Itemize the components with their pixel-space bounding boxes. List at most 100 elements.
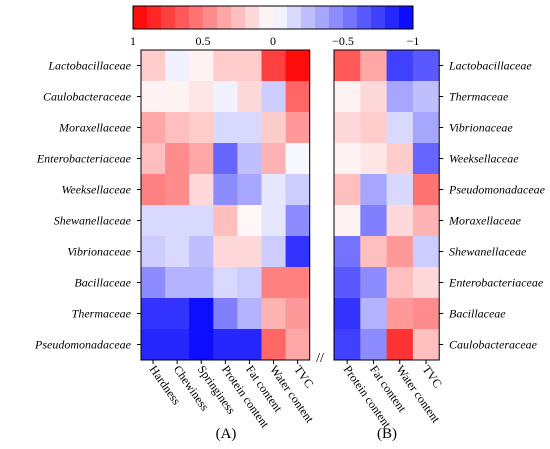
axis-break-mark: //	[316, 351, 324, 366]
heatmap-cell	[386, 174, 414, 206]
heatmap-cell	[386, 50, 414, 82]
heatmap-cell	[360, 174, 387, 206]
heatmap-cell	[285, 236, 311, 268]
heatmap-cell	[386, 112, 414, 144]
heatmap-cell	[285, 298, 311, 330]
heatmap-cell	[360, 329, 387, 361]
heatmap-cell	[141, 81, 166, 113]
heatmap-cell	[261, 112, 286, 144]
panel-frame	[333, 49, 440, 361]
heatmap-cell	[360, 267, 387, 299]
heatmap-cell	[141, 236, 166, 268]
heatmap-cell	[261, 267, 286, 299]
heatmap-cell	[165, 205, 190, 237]
row-label: Caulobacteraceae	[43, 90, 132, 104]
colorbar-segment	[245, 6, 260, 29]
heatmap-cell	[165, 236, 190, 268]
colorbar-segment	[371, 6, 386, 29]
heatmap-cell	[386, 267, 414, 299]
colorbar: 1 0.5 0 −0.5 −1	[130, 5, 420, 48]
heatmap-cell	[213, 236, 238, 268]
row-label: Moraxellaceae	[448, 214, 522, 228]
heatmap-cell	[334, 50, 361, 82]
heatmap-cell	[360, 205, 387, 237]
colorbar-segment	[273, 6, 288, 29]
heatmap-cell	[386, 81, 414, 113]
heatmap-cell	[412, 267, 440, 299]
heatmap-panel-b: Lactobacillaceae Thermaceae Vibrionaceae We…	[333, 49, 546, 431]
heatmap-panel-a: Lactobacillaceae Caulobacteraceae Moraxell…	[34, 49, 317, 431]
row-label: Weeksellaceae	[61, 183, 131, 197]
heatmap-cell	[189, 81, 214, 113]
heatmap-cell	[334, 205, 361, 237]
heatmap-cell	[285, 81, 311, 113]
heatmap-cell	[261, 143, 286, 175]
heatmap-cell	[141, 112, 166, 144]
colorbar-segment	[315, 6, 330, 29]
colorbar-segment	[189, 6, 204, 29]
heatmap-cell	[237, 298, 262, 330]
row-label: Caulobacteraceae	[449, 338, 538, 352]
heatmap-cell	[334, 81, 361, 113]
row-label: Enterobacteriaceae	[448, 276, 544, 290]
colorbar-segment	[203, 6, 218, 29]
row-label: Bacillaceae	[449, 307, 506, 321]
heatmap-cell	[412, 81, 440, 113]
heatmap-cell	[285, 205, 311, 237]
heatmap-cell	[165, 50, 190, 82]
heatmap-cell	[189, 50, 214, 82]
heatmap-cell	[412, 143, 440, 175]
heatmap-cell	[261, 174, 286, 206]
colorbar-segment	[287, 6, 302, 29]
heatmap-cell	[141, 50, 166, 82]
heatmap-cell	[386, 236, 414, 268]
heatmap-cell	[165, 267, 190, 299]
colorbar-segment	[301, 6, 316, 29]
panel-label: (B)	[377, 426, 397, 442]
colorbar-segment	[385, 6, 400, 29]
row-label: Weeksellaceae	[449, 152, 519, 166]
heatmap-cell	[237, 81, 262, 113]
heatmap-cell	[237, 112, 262, 144]
row-label: Lactobacillaceae	[47, 59, 131, 73]
heatmap-cell	[285, 50, 311, 82]
heatmap-cell	[189, 329, 214, 361]
panel-label: (A)	[216, 426, 237, 442]
heatmap-cell	[334, 267, 361, 299]
heatmap-cell	[165, 298, 190, 330]
colorbar-segment	[217, 6, 232, 29]
heatmap-cell	[141, 205, 166, 237]
heatmap-cell	[360, 298, 387, 330]
heatmap-cell	[165, 329, 190, 361]
row-label: Vibrionaceae	[449, 121, 513, 135]
heatmap-cell	[412, 50, 440, 82]
heatmap-cell	[189, 267, 214, 299]
row-label: Lactobacillaceae	[448, 59, 532, 73]
heatmap-cell	[213, 50, 238, 82]
colorbar-segment	[231, 6, 246, 29]
row-label: Pseudomonadaceae	[448, 183, 546, 197]
row-label: Vibrionaceae	[67, 245, 131, 259]
heatmap-cell	[213, 329, 238, 361]
column-label: TVC	[420, 363, 445, 391]
row-label: Thermaceae	[72, 307, 132, 321]
colorbar-segment	[161, 6, 176, 29]
heatmap-cell	[213, 112, 238, 144]
heatmap-cell	[261, 205, 286, 237]
heatmap-cell	[237, 205, 262, 237]
heatmap-cell	[213, 205, 238, 237]
heatmap-cell	[285, 112, 311, 144]
heatmap-cell	[386, 329, 414, 361]
row-label: Enterobacteriaceae	[36, 152, 132, 166]
colorbar-tick-label: 1	[130, 34, 136, 48]
row-label: Shewanellaceae	[54, 214, 132, 228]
row-label: Thermaceae	[449, 90, 509, 104]
colorbar-tick-label: 0	[270, 34, 276, 48]
heatmap-cell	[141, 329, 166, 361]
heatmap-cell	[165, 143, 190, 175]
heatmap-cell	[261, 236, 286, 268]
colorbar-segment	[175, 6, 190, 29]
colorbar-tick-label: −1	[407, 34, 420, 48]
heatmap-cell	[165, 174, 190, 206]
heatmap-cell	[213, 81, 238, 113]
